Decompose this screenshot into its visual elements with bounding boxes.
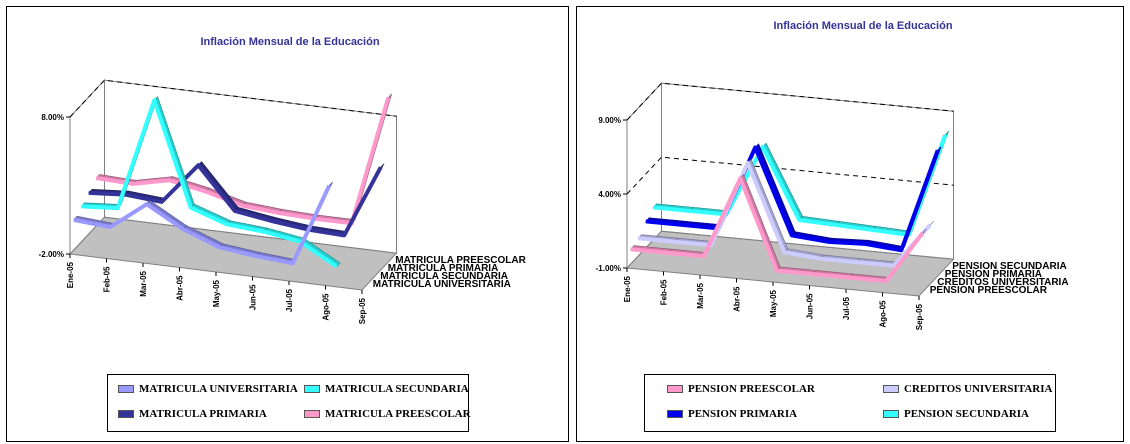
legend-item: MATRICULA UNIVERSITARIA	[118, 383, 298, 395]
y-tick-label: 9.00%	[598, 116, 621, 125]
series-axis-label: PENSION SECUNDARIA	[952, 261, 1066, 272]
series-axis-label: PENSION PRIMARIA	[945, 269, 1042, 280]
x-tick-label: Jul-05	[285, 288, 294, 312]
x-tick-label: Jun-05	[249, 284, 258, 310]
series-line	[73, 184, 332, 266]
legend-label: MATRICULA PREESCOLAR	[325, 408, 471, 420]
x-tick-label: Jun-05	[806, 293, 815, 319]
legend-swatch	[118, 385, 134, 393]
y-gridline	[626, 82, 954, 121]
legend-item: PENSION PRIMARIA	[667, 408, 797, 420]
chart-panel-right: Inflación Mensual de la Educación 9.00% 4.…	[576, 6, 1124, 442]
series-line	[630, 176, 925, 284]
legend-item: MATRICULA PRIMARIA	[118, 408, 267, 420]
legend-swatch	[304, 410, 320, 418]
x-tick-label: Abr-05	[733, 286, 742, 312]
chart-right: Inflación Mensual de la Educación 9.00% 4.…	[596, 20, 1069, 330]
legend-label: MATRICULA PRIMARIA	[139, 408, 267, 420]
series-line	[88, 163, 383, 238]
y-tick-label: -1.00%	[596, 264, 621, 273]
legend-swatch	[883, 410, 899, 418]
series-ribbon	[630, 174, 927, 284]
chart-side-wall	[626, 81, 662, 270]
series-axis-label: MATRICULA PREESCOLAR	[395, 255, 526, 266]
series-ribbon	[73, 181, 333, 266]
x-tick-label: Sep-05	[358, 297, 367, 324]
legend-label: CREDITOS UNIVERSITARIA	[904, 383, 1053, 395]
series-line	[638, 160, 932, 268]
x-tick-label: Abr-05	[176, 275, 185, 301]
legend-item: PENSION PREESCOLAR	[667, 383, 815, 395]
x-tick-label: Ene-05	[66, 261, 75, 288]
series-axis-label: MATRICULA UNIVERSITARIA	[373, 279, 511, 290]
legend-swatch	[667, 385, 683, 393]
x-tick-label: Ene-05	[623, 275, 632, 302]
series-line	[95, 97, 391, 226]
legend-swatch	[304, 385, 320, 393]
legend-label: PENSION PRIMARIA	[688, 408, 798, 420]
chart-title: Inflación Mensual de la Educación	[773, 20, 952, 32]
series-axis-label: MATRICULA SECUNDARIA	[380, 271, 508, 282]
series-line	[653, 134, 948, 237]
series-axis-label: PENSION PREESCOLAR	[930, 285, 1048, 296]
series-ribbon	[80, 96, 341, 269]
x-tick-label: Jul-05	[842, 296, 851, 320]
legend-item: MATRICULA PREESCOLAR	[304, 408, 471, 420]
y-tick-label: 4.00%	[598, 190, 621, 199]
chart-left: Inflación Mensual de la Educación 8.00% -2…	[39, 36, 527, 324]
legend-label: PENSION SECUNDARIA	[904, 408, 1029, 420]
x-tick-label: Feb-05	[660, 279, 669, 305]
legend-item: PENSION SECUNDARIA	[883, 408, 1029, 420]
x-tick-label: Feb-05	[103, 266, 112, 292]
chart-side-wall	[69, 78, 105, 256]
series-line	[81, 98, 338, 269]
series-ribbon	[95, 93, 392, 226]
series-line	[645, 145, 940, 253]
x-tick-label: Ago-05	[879, 300, 888, 328]
legend-item: MATRICULA SECUNDARIA	[304, 383, 469, 395]
legend-label: MATRICULA SECUNDARIA	[325, 383, 469, 395]
legend-right: PENSION PREESCOLAR CREDITOS UNIVERSITARI…	[644, 374, 1056, 432]
legend-swatch	[118, 410, 134, 418]
chart-title: Inflación Mensual de la Educación	[200, 36, 379, 48]
x-tick-label: Mar-05	[139, 270, 148, 296]
legend-swatch	[667, 410, 683, 418]
x-tick-label: Ago-05	[322, 293, 331, 321]
y-tick-label: 8.00%	[41, 113, 64, 122]
chart-panel-left: Inflación Mensual de la Educación 8.00% -2…	[6, 6, 569, 442]
y-gridline	[626, 156, 954, 195]
y-gridline	[69, 79, 397, 118]
series-ribbon	[652, 130, 949, 237]
legend-item: CREDITOS UNIVERSITARIA	[883, 383, 1052, 395]
x-tick-label: May-05	[769, 289, 778, 317]
legend-swatch	[883, 385, 899, 393]
legend-label: PENSION PREESCOLAR	[688, 383, 815, 395]
legend-label: MATRICULA UNIVERSITARIA	[139, 383, 298, 395]
y-tick-label: -2.00%	[39, 250, 64, 259]
legend-left: MATRICULA UNIVERSITARIA MATRICULA SECUND…	[107, 374, 471, 432]
x-tick-label: Sep-05	[915, 303, 924, 330]
x-tick-label: Mar-05	[696, 282, 705, 308]
x-tick-label: May-05	[212, 279, 221, 307]
series-axis-label: CREDITOS UNIVERSITARIA	[937, 277, 1068, 288]
series-axis-label: MATRICULA PRIMARIA	[388, 263, 499, 274]
